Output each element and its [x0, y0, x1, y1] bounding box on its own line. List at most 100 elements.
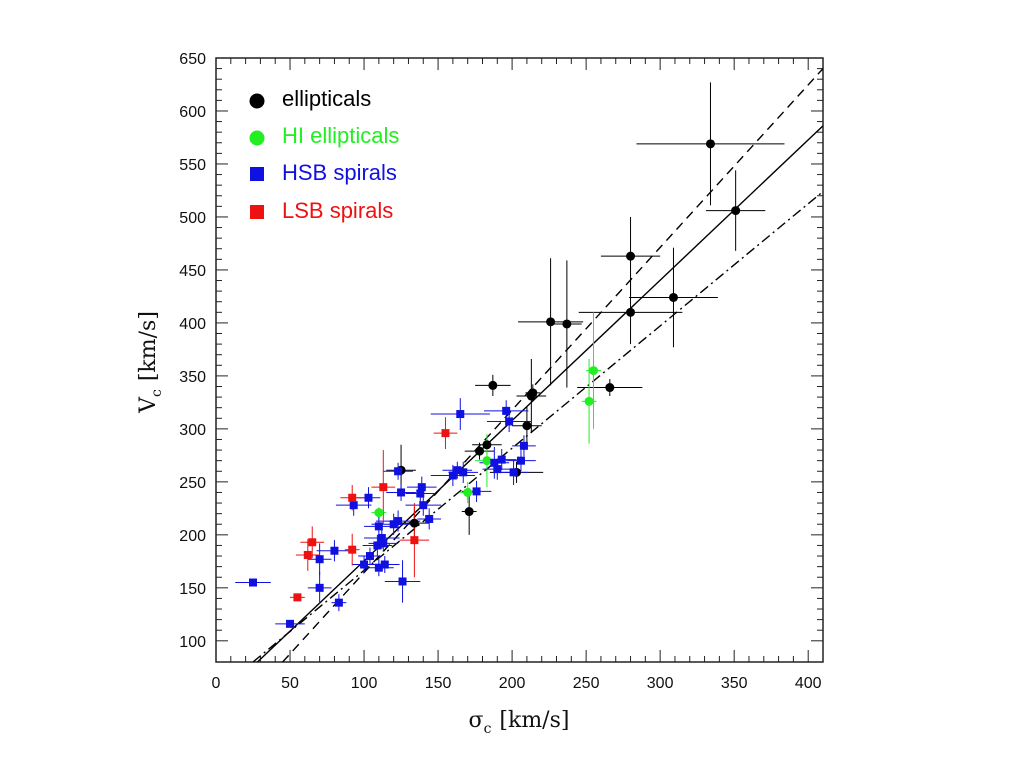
hsb-spirals-point	[505, 417, 514, 426]
ellipticals-point	[705, 139, 715, 149]
x-axis-unit: [km/s]	[499, 708, 569, 733]
y-tick-label: 500	[179, 210, 206, 227]
legend-marker-lsb-spirals	[250, 205, 264, 219]
hsb-spirals-point	[497, 455, 506, 464]
ellipticals-point	[546, 317, 556, 327]
hsb-spirals-point	[330, 546, 339, 555]
hsb-spirals-point	[349, 501, 358, 510]
hi-ellipticals-point	[482, 456, 492, 466]
hsb-spirals-point	[493, 465, 502, 474]
ellipticals-point	[626, 307, 636, 317]
ellipticals-point	[409, 518, 419, 528]
ellipticals-point	[475, 446, 485, 456]
y-tick-label: 400	[179, 316, 206, 333]
legend-label-hi-ellipticals: HI ellipticals	[282, 123, 399, 148]
ellipticals-point	[528, 388, 538, 398]
hsb-spirals-point	[373, 541, 382, 550]
lsb-spirals-point	[410, 536, 419, 545]
hi-ellipticals-point	[584, 396, 594, 406]
hi-ellipticals-point	[463, 487, 473, 497]
x-tick-label: 100	[351, 675, 378, 692]
hsb-spirals-point	[334, 598, 343, 607]
lsb-spirals-point	[303, 550, 312, 559]
fit-line-dashed	[282, 68, 823, 662]
y-tick-label: 550	[179, 157, 206, 174]
lsb-spirals-point	[308, 538, 317, 547]
hsb-spirals-point	[490, 458, 499, 467]
x-tick-label: 0	[212, 675, 221, 692]
hsb-spirals-point	[315, 555, 324, 564]
x-axis-subscript: c	[484, 721, 492, 737]
legend-label-hsb-spirals: HSB spirals	[282, 160, 397, 185]
hsb-spirals-point	[379, 539, 388, 548]
y-axis-symbol: V	[136, 396, 161, 414]
y-axis-unit: [km/s]	[136, 311, 161, 381]
lsb-spirals-point	[348, 493, 357, 502]
hsb-spirals-point	[419, 501, 428, 510]
y-tick-label: 450	[179, 263, 206, 280]
fit-line-dash-dot	[252, 190, 823, 662]
lsb-spirals-point	[441, 429, 450, 438]
hi-ellipticals-point	[374, 508, 384, 518]
y-tick-label: 150	[179, 581, 206, 598]
y-tick-label: 600	[179, 104, 206, 121]
ellipticals-point	[731, 206, 741, 216]
y-axis-ticks: 100 150 200 250 300 350 400 450 500 550 600 650	[179, 51, 823, 651]
hsb-spirals-point	[374, 563, 383, 572]
ellipticals-point	[482, 440, 492, 450]
x-tick-label: 300	[647, 675, 674, 692]
legend: ellipticals HI ellipticals HSB spirals L…	[249, 86, 399, 223]
legend-label-ellipticals: ellipticals	[282, 86, 371, 111]
x-axis-ticks: 0 50 100 150 200 250 300 350 400	[212, 58, 822, 692]
hsb-spirals-point	[364, 493, 373, 502]
hsb-spirals-point	[509, 468, 518, 477]
x-axis-symbol: σ	[469, 708, 484, 733]
hsb-spirals-point	[286, 619, 295, 628]
y-tick-label: 350	[179, 369, 206, 386]
lsb-spirals-point	[348, 545, 357, 554]
hsb-spirals-point	[453, 466, 462, 475]
ellipticals-point	[522, 421, 532, 431]
hsb-spirals-point	[519, 441, 528, 450]
ellipticals-point	[464, 507, 474, 517]
hsb-spirals-point	[377, 534, 386, 543]
hsb-spirals-point	[394, 517, 403, 526]
y-tick-label: 650	[179, 51, 206, 68]
plot-frame	[215, 57, 824, 663]
hsb-spirals-point	[472, 487, 481, 496]
hsb-spirals-point	[516, 456, 525, 465]
x-axis-title: σc [km/s]	[469, 708, 570, 737]
hsb-spirals-point	[394, 467, 403, 476]
legend-marker-hi-ellipticals	[249, 130, 265, 146]
x-tick-label: 200	[499, 675, 526, 692]
data-points	[249, 139, 741, 628]
legend-label-lsb-spirals: LSB spirals	[282, 198, 393, 223]
hsb-spirals-point	[249, 578, 258, 587]
hsb-spirals-point	[389, 520, 398, 529]
x-tick-label: 150	[425, 675, 452, 692]
hsb-spirals-point	[365, 552, 374, 561]
x-tick-label: 50	[281, 675, 299, 692]
fit-lines	[252, 68, 823, 662]
hsb-spirals-point	[459, 468, 468, 477]
y-axis-title: Vc [km/s]	[136, 311, 165, 414]
fit-line-solid	[256, 125, 823, 662]
hsb-spirals-point	[416, 489, 425, 498]
hsb-spirals-point	[360, 560, 369, 569]
hsb-spirals-point	[397, 488, 406, 497]
hsb-spirals-point	[380, 560, 389, 569]
hi-ellipticals-point	[589, 366, 599, 376]
y-tick-label: 200	[179, 528, 206, 545]
hsb-spirals-point	[315, 583, 324, 592]
ellipticals-point	[562, 319, 572, 329]
ellipticals-point	[605, 383, 615, 393]
x-tick-label: 250	[573, 675, 600, 692]
ellipticals-point	[668, 292, 678, 302]
hsb-spirals-point	[425, 514, 434, 523]
lsb-spirals-point	[293, 593, 302, 602]
hsb-spirals-point	[374, 522, 383, 531]
ellipticals-point	[488, 380, 498, 390]
y-tick-label: 100	[179, 634, 206, 651]
ellipticals-point	[626, 251, 636, 261]
